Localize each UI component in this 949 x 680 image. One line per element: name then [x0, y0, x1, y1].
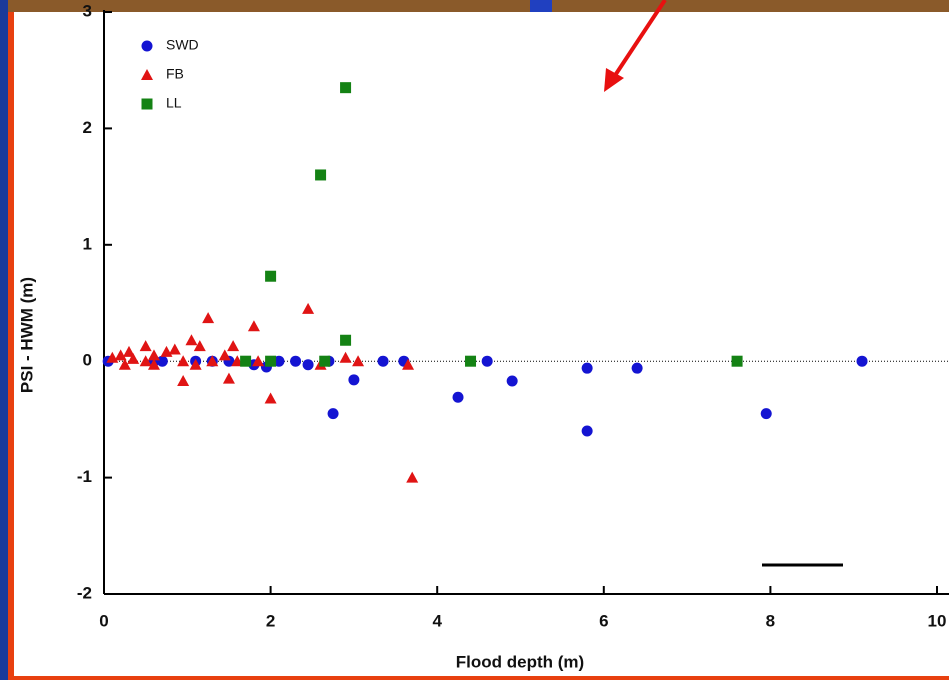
arrow-head — [604, 68, 624, 92]
legend-text: FB — [166, 66, 184, 82]
point — [290, 355, 302, 367]
point — [127, 352, 140, 364]
point — [139, 340, 152, 352]
legend-marker — [141, 69, 153, 80]
y-tick-label: 3 — [83, 1, 92, 20]
x-tick-label: 4 — [432, 611, 442, 630]
point — [118, 358, 131, 370]
point — [185, 334, 198, 346]
point — [731, 355, 743, 367]
y-tick-label: 0 — [83, 351, 92, 370]
point — [315, 169, 327, 181]
x-tick-label: 8 — [766, 611, 775, 630]
x-tick-label: 2 — [266, 611, 275, 630]
point — [147, 349, 160, 361]
point — [206, 355, 219, 367]
point — [156, 355, 168, 367]
x-tick-label: 0 — [99, 611, 108, 630]
plot-panel — [14, 12, 949, 676]
point — [177, 374, 190, 386]
point — [189, 358, 202, 370]
top-image-piece — [530, 0, 552, 12]
point — [581, 362, 593, 374]
point — [302, 302, 315, 314]
point — [264, 392, 277, 404]
point — [581, 425, 593, 437]
y-tick-label: 1 — [83, 234, 92, 253]
point — [302, 359, 314, 371]
point — [218, 349, 231, 361]
point — [222, 372, 235, 384]
point — [452, 391, 464, 403]
point — [406, 471, 419, 483]
x-tick-label: 6 — [599, 611, 608, 630]
point — [340, 334, 352, 346]
point — [856, 355, 868, 367]
legend-marker — [141, 98, 153, 110]
point — [122, 345, 135, 357]
point — [177, 355, 190, 367]
point — [147, 358, 160, 370]
point — [265, 270, 277, 282]
left-edge — [0, 0, 8, 680]
point — [352, 355, 365, 367]
legend-text: SWD — [166, 37, 199, 53]
point — [760, 408, 772, 420]
point — [193, 340, 206, 352]
point — [114, 349, 127, 361]
y-tick-label: -2 — [77, 583, 92, 602]
y-axis-label: PSI - HWM (m) — [17, 277, 36, 393]
top-image-strip — [0, 0, 949, 12]
y-tick-label: 2 — [83, 118, 92, 137]
arrow-shaft — [610, 0, 667, 82]
point — [631, 362, 643, 374]
point — [377, 355, 389, 367]
point — [348, 374, 360, 386]
x-tick-label: 10 — [928, 611, 947, 630]
point — [247, 320, 260, 332]
y-tick-label: -1 — [77, 467, 92, 486]
point — [227, 340, 240, 352]
point — [319, 355, 331, 367]
point — [465, 355, 477, 367]
point — [506, 375, 518, 387]
point — [273, 355, 285, 367]
point — [252, 355, 265, 367]
point — [240, 355, 252, 367]
point — [327, 408, 339, 420]
point — [168, 343, 181, 355]
legend-marker — [141, 40, 153, 52]
legend-text: LL — [166, 95, 182, 111]
point — [481, 355, 493, 367]
point — [402, 358, 415, 370]
point — [202, 312, 215, 324]
point — [339, 351, 352, 363]
point — [139, 355, 152, 367]
x-axis-label: Flood depth (m) — [456, 652, 584, 671]
point — [265, 355, 277, 367]
point — [340, 82, 352, 94]
